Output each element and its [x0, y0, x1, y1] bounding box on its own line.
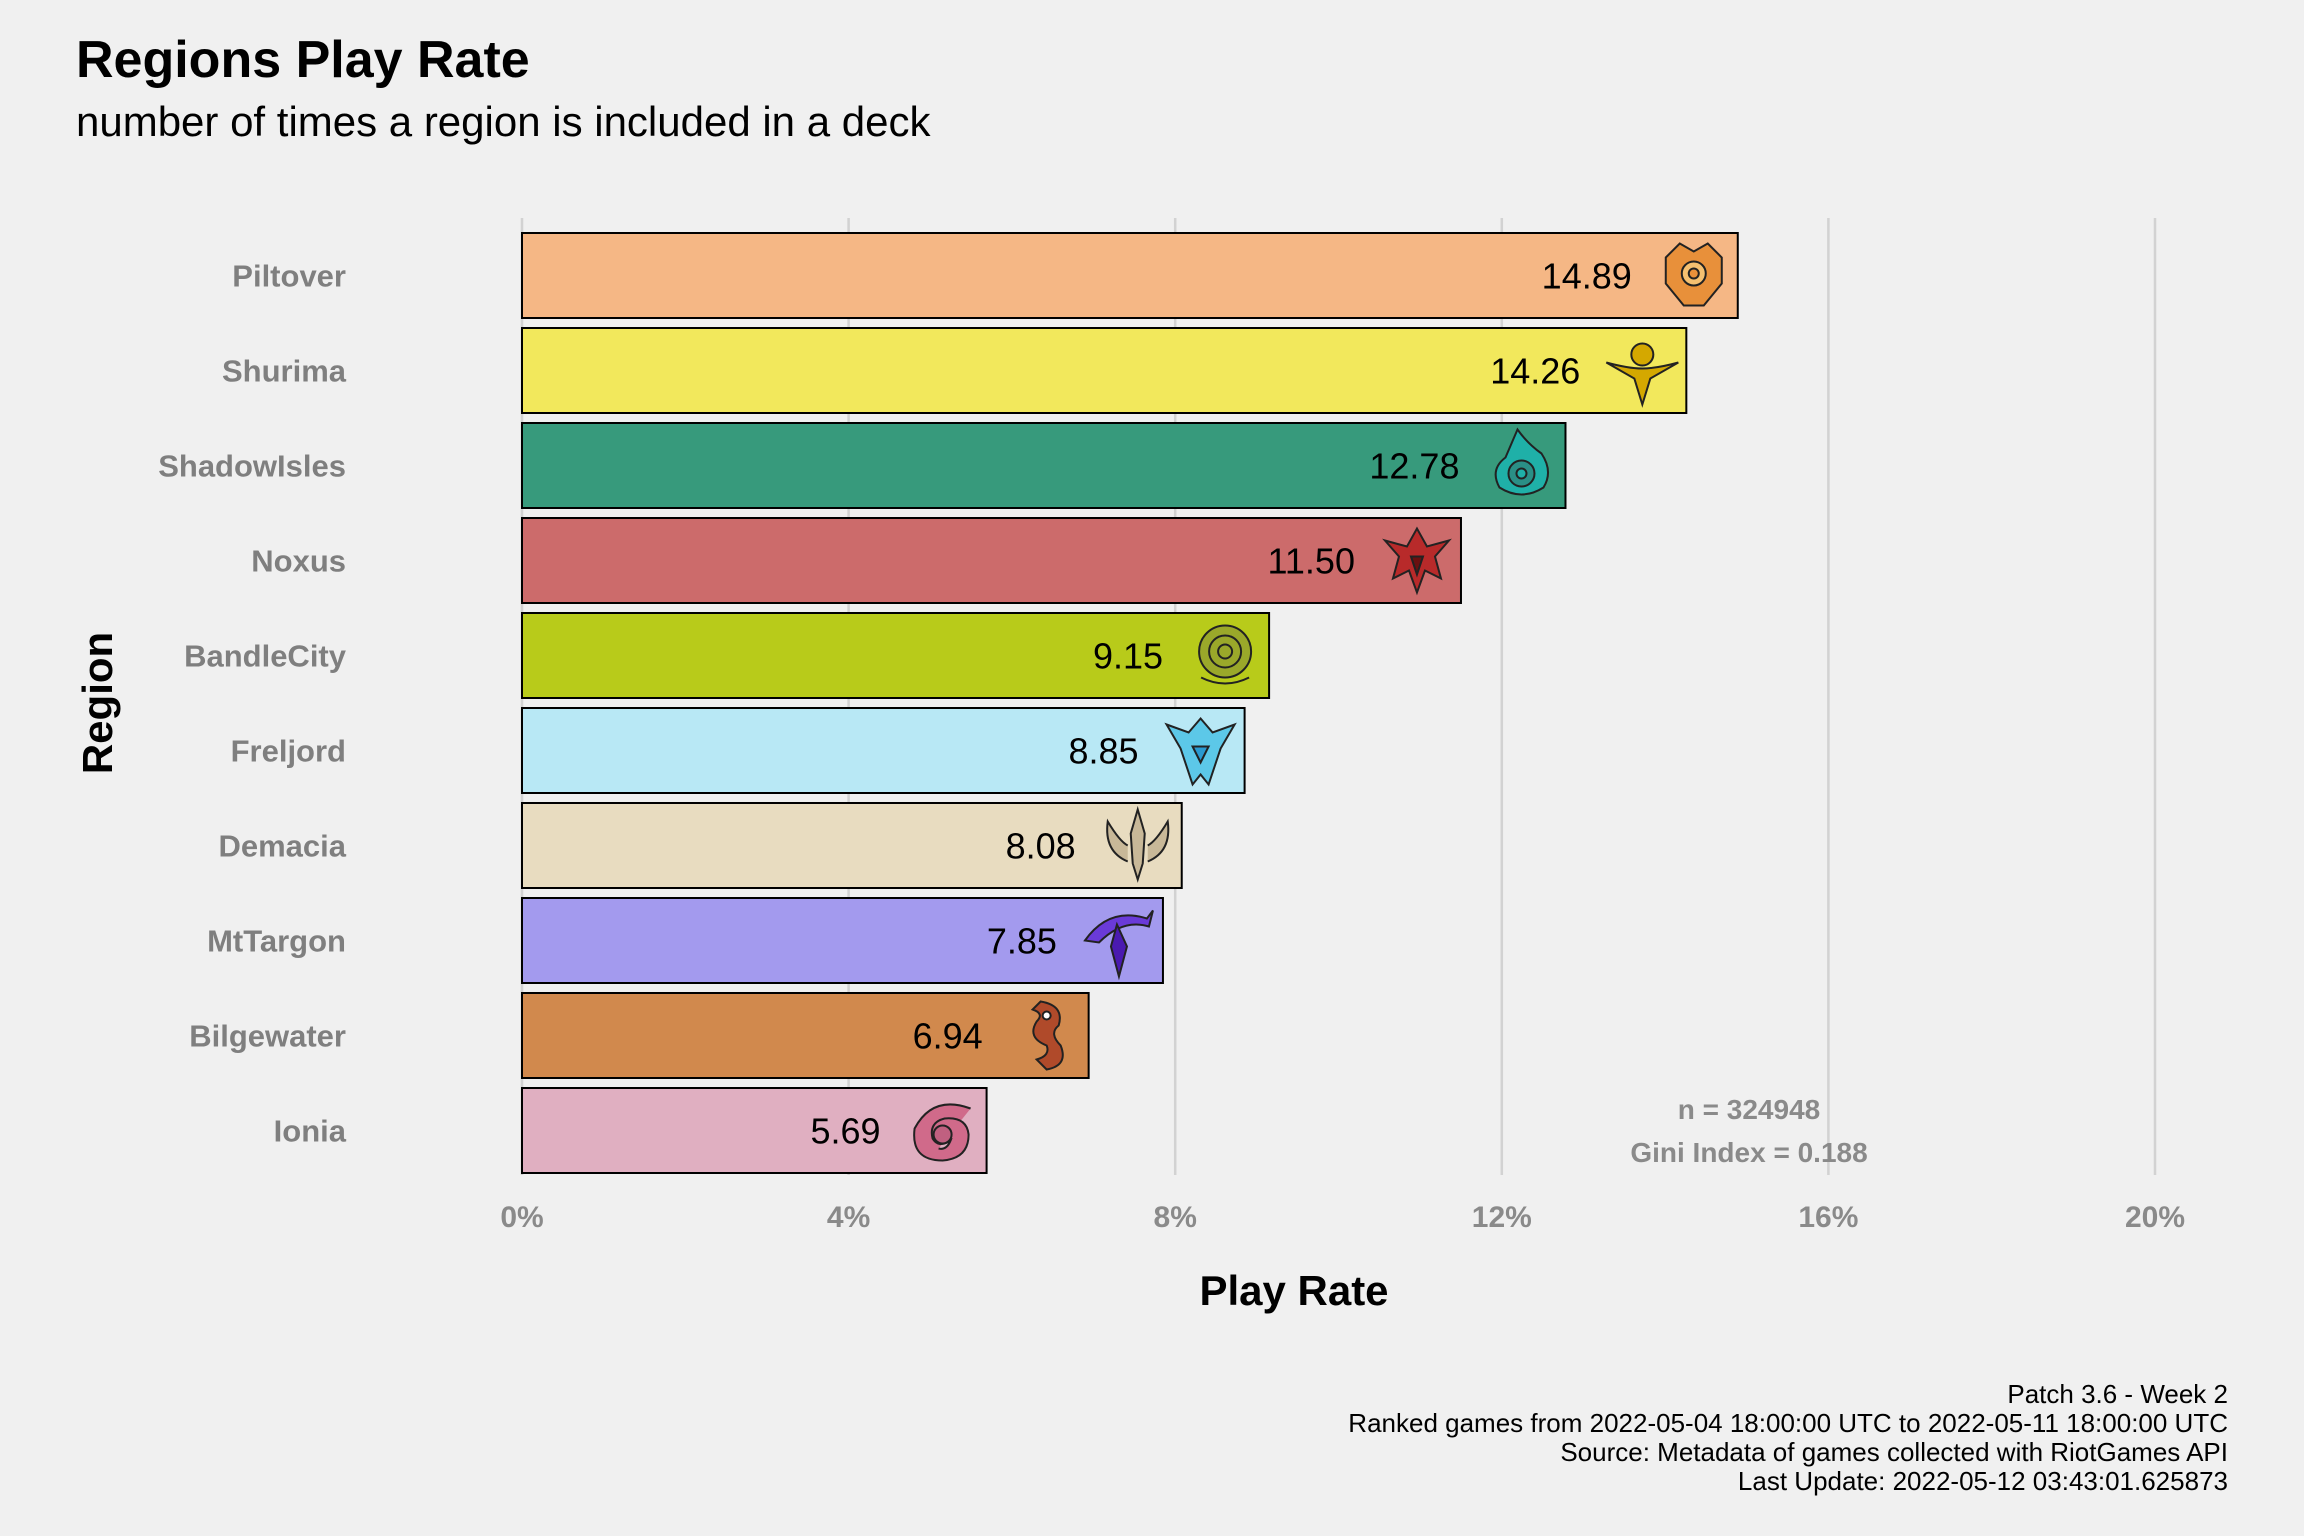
- chart-subtitle: number of times a region is included in …: [76, 98, 931, 145]
- data-label: 9.15: [1093, 636, 1163, 677]
- data-label: 11.50: [1268, 541, 1355, 582]
- bandlecity-icon: [1198, 624, 1253, 685]
- data-label: 14.89: [1542, 256, 1632, 297]
- data-label: 7.85: [987, 921, 1057, 962]
- category-label: Noxus: [251, 544, 346, 579]
- category-label: MtTargon: [207, 924, 346, 959]
- freljord-icon: [1164, 716, 1237, 787]
- data-label: 14.26: [1490, 351, 1580, 392]
- mttargon-icon: [1083, 909, 1154, 981]
- bar: [521, 802, 1183, 889]
- bars: 14.89 14.26 12.78 11.50 9.15 8.85 8.08 7.85 6.94…: [521, 232, 1739, 1174]
- data-label: 12.78: [1369, 446, 1459, 487]
- x-tick-label: 4%: [827, 1201, 870, 1234]
- category-label: ShadowIsles: [158, 449, 346, 484]
- x-tick-labels: 0% 4% 8% 12% 16% 20%: [500, 1201, 2185, 1234]
- x-tick-label: 20%: [2125, 1201, 2185, 1234]
- category-label: Ionia: [274, 1114, 347, 1149]
- data-label: 8.85: [1069, 731, 1139, 772]
- data-label: 8.08: [1006, 826, 1076, 867]
- bar: [521, 327, 1688, 414]
- category-label: Demacia: [218, 829, 346, 864]
- annotation-n: n = 324948: [1678, 1094, 1820, 1125]
- x-tick-label: 12%: [1472, 1201, 1532, 1234]
- bar: [521, 422, 1567, 509]
- bar: [521, 612, 1271, 699]
- bar: [521, 517, 1462, 604]
- bilgewater-icon: [1030, 1000, 1064, 1071]
- shadowisles-icon: [1494, 427, 1549, 496]
- caption-date-range: Ranked games from 2022-05-04 18:00:00 UT…: [1348, 1408, 2228, 1438]
- bar: [521, 897, 1164, 984]
- ionia-icon: [913, 1103, 971, 1162]
- bar: [521, 232, 1739, 319]
- category-label: Bilgewater: [189, 1019, 346, 1054]
- x-tick-label: 8%: [1154, 1201, 1197, 1234]
- annotation-gini: Gini Index = 0.188: [1630, 1137, 1867, 1168]
- category-label: Piltover: [232, 259, 346, 294]
- x-tick-label: 0%: [500, 1201, 543, 1234]
- chart-title: Regions Play Rate: [76, 31, 530, 89]
- bar: [521, 707, 1246, 794]
- bar: [521, 1087, 988, 1174]
- caption-last-update: Last Update: 2022-05-12 03:43:01.625873: [1737, 1466, 2228, 1496]
- noxus-icon: [1382, 526, 1452, 596]
- caption-source: Source: Metadata of games collected with…: [1560, 1437, 2228, 1467]
- x-tick-label: 16%: [1798, 1201, 1858, 1234]
- category-labels: Piltover Shurima ShadowIsles Noxus BandleCit…: [158, 259, 347, 1149]
- category-label: Shurima: [222, 354, 347, 389]
- y-axis-title: Region: [74, 632, 121, 774]
- data-label: 6.94: [913, 1016, 983, 1057]
- piltover-icon: [1664, 242, 1723, 307]
- shurima-icon: [1605, 342, 1679, 408]
- demacia-icon: [1106, 805, 1170, 883]
- bar: [521, 992, 1090, 1079]
- category-label: Freljord: [231, 734, 346, 769]
- caption-patch: Patch 3.6 - Week 2: [2007, 1379, 2228, 1409]
- caption: Patch 3.6 - Week 2 Ranked games from 202…: [1348, 1380, 2228, 1496]
- x-axis-title: Play Rate: [1199, 1267, 1388, 1314]
- data-label: 5.69: [811, 1111, 881, 1152]
- category-label: BandleCity: [184, 639, 347, 674]
